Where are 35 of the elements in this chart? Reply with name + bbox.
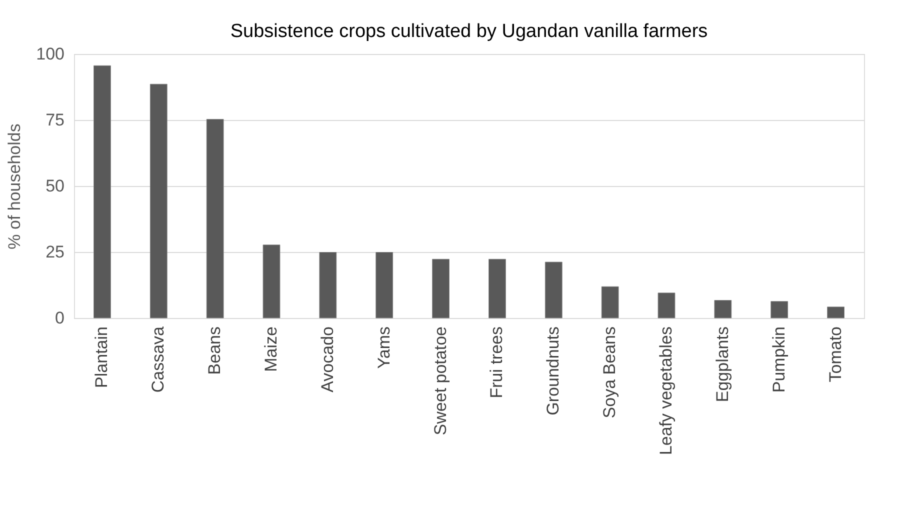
bar [376, 252, 394, 318]
bar [150, 84, 168, 318]
bar [827, 306, 844, 318]
x-tick-label: Avocado [318, 326, 337, 392]
x-tick-label: Soya Beans [600, 326, 620, 418]
x-tick-label: Frui trees [487, 326, 506, 398]
bar [714, 300, 732, 318]
bar [262, 244, 280, 318]
y-axis-title: % of households [5, 124, 24, 250]
y-tick-label: 25 [46, 242, 64, 262]
bar [488, 258, 506, 318]
bar [544, 262, 562, 318]
x-tick-label: Tomato [826, 326, 845, 382]
bar [601, 286, 619, 318]
y-tick-label: 75 [46, 110, 64, 130]
y-tick-label: 50 [46, 176, 64, 196]
x-tick-label: Leafy vegetables [656, 326, 676, 456]
x-tick-label: Eggplants [712, 326, 732, 402]
y-tick-label: 0 [55, 308, 64, 328]
bar [206, 118, 224, 318]
x-tick-label: Beans [205, 326, 224, 375]
bar [770, 301, 788, 318]
y-tick-label: 100 [36, 44, 64, 64]
x-tick-label: Cassava [148, 326, 168, 393]
x-tick-label: Maize [262, 326, 280, 372]
x-tick-label: Plantain [92, 326, 112, 388]
x-tick-label: Groundnuts [544, 326, 563, 416]
bar [94, 65, 111, 318]
x-tick-label: Sweet potatoe [430, 326, 450, 436]
bar [319, 252, 337, 318]
bar [658, 292, 676, 318]
x-tick-label: Pumpkin [769, 326, 788, 393]
chart-title: Subsistence crops cultivated by Ugandan vanilla farmers [230, 21, 708, 42]
x-tick-label: Yams [374, 326, 394, 369]
bar [432, 258, 450, 318]
